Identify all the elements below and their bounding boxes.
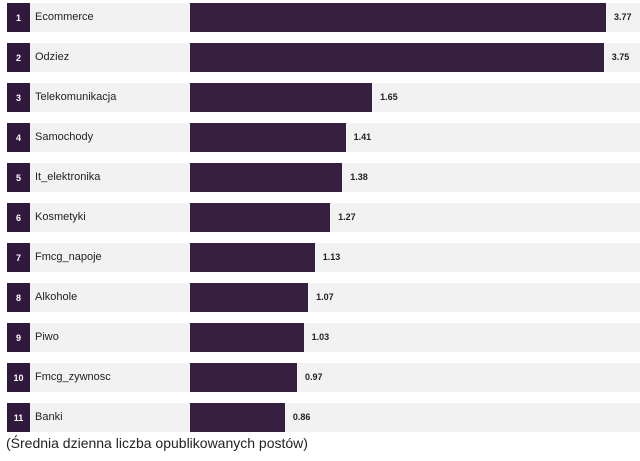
chart-row: 8 Alkohole 1.07 (7, 283, 640, 312)
row-background (30, 283, 640, 312)
chart-row: 7 Fmcg_napoje 1.13 (7, 243, 640, 272)
rank-badge: 2 (7, 43, 30, 72)
chart-row: 3 Telekomunikacja 1.65 (7, 83, 640, 112)
bar (190, 403, 285, 432)
category-label: Piwo (35, 331, 59, 343)
category-label: Alkohole (35, 291, 78, 303)
rank-badge: 3 (7, 83, 30, 112)
row-background (30, 363, 640, 392)
category-label: It_elektronika (35, 171, 101, 183)
row-background (30, 323, 640, 352)
category-label: Fmcg_napoje (35, 251, 102, 263)
rank-badge: 11 (7, 403, 30, 432)
bar (190, 3, 606, 32)
chart-row: 10 Fmcg_zywnosc 0.97 (7, 363, 640, 392)
category-label: Banki (35, 411, 63, 423)
category-label: Kosmetyki (35, 211, 86, 223)
rank-badge: 9 (7, 323, 30, 352)
value-label: 0.97 (305, 372, 323, 382)
chart-row: 1 Ecommerce 3.77 (7, 3, 640, 32)
chart-row: 4 Samochody 1.41 (7, 123, 640, 152)
value-label: 1.03 (311, 332, 330, 342)
chart-row: 2 Odziez 3.75 (7, 43, 640, 72)
chart-row: 5 It_elektronika 1.38 (7, 163, 640, 192)
value-label: 3.75 (611, 52, 630, 62)
rank-badge: 10 (7, 363, 30, 392)
bar (190, 203, 331, 232)
row-background (30, 203, 640, 232)
bar (190, 243, 315, 272)
row-background (30, 403, 640, 432)
value-label: 1.41 (353, 132, 372, 142)
rank-badge: 1 (7, 3, 30, 32)
bar (190, 123, 346, 152)
rank-badge: 8 (7, 283, 30, 312)
value-label: 1.27 (338, 212, 356, 222)
chart-row: 11 Banki 0.86 (7, 403, 640, 432)
chart-caption: (Średnia dzienna liczba opublikowanych p… (6, 435, 308, 451)
rank-badge: 7 (7, 243, 30, 272)
value-label: 1.65 (380, 92, 398, 102)
chart-row: 9 Piwo 1.03 (7, 323, 640, 352)
rank-badge: 4 (7, 123, 30, 152)
value-label: 1.07 (316, 292, 334, 302)
category-label: Fmcg_zywnosc (35, 371, 111, 383)
bar (190, 363, 298, 392)
category-label: Samochody (35, 131, 94, 143)
bar (190, 283, 309, 312)
value-label: 0.86 (292, 412, 311, 422)
chart-row: 6 Kosmetyki 1.27 (7, 203, 640, 232)
category-label: Telekomunikacja (35, 91, 117, 103)
rank-badge: 5 (7, 163, 30, 192)
rank-badge: 6 (7, 203, 30, 232)
category-label: Odziez (35, 51, 70, 63)
category-label: Ecommerce (35, 11, 94, 23)
bar (190, 163, 343, 192)
bar (190, 83, 373, 112)
value-label: 1.38 (350, 172, 368, 182)
row-background (30, 243, 640, 272)
bar (190, 323, 304, 352)
value-label: 1.13 (322, 252, 341, 262)
value-label: 3.77 (614, 12, 632, 22)
bar (190, 43, 604, 72)
